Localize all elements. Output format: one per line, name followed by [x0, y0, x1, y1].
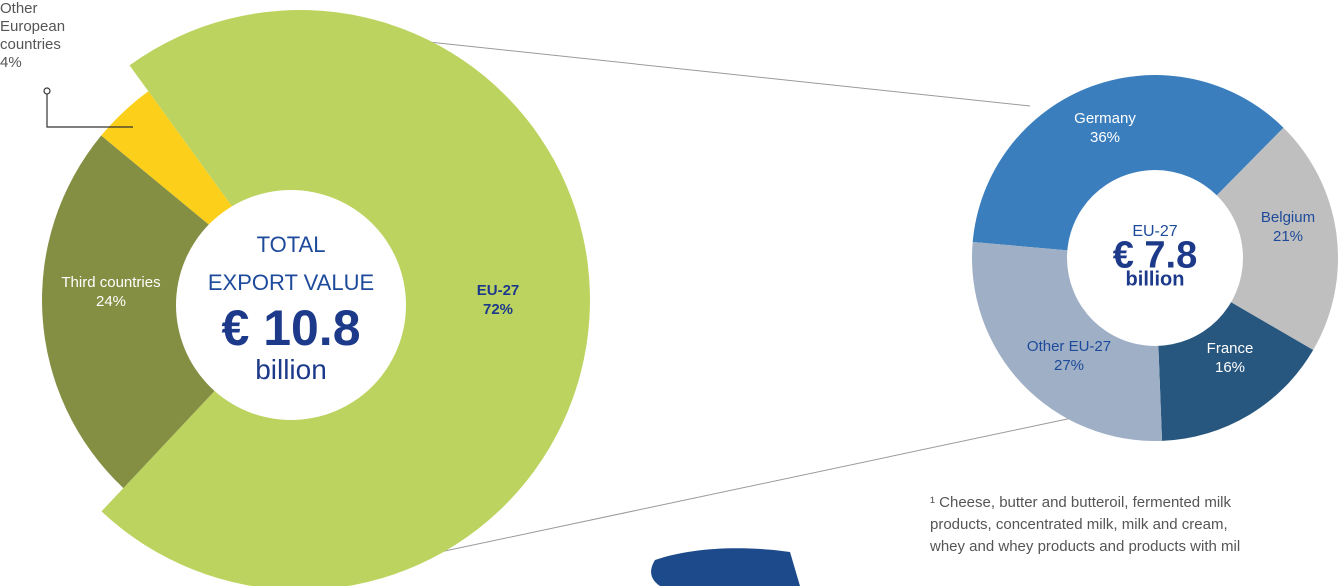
value-label: 21% [1272, 228, 1304, 245]
category-label: Belgium [1260, 209, 1316, 226]
value-label: 72% [482, 301, 514, 318]
center-text: EU-27 [1132, 223, 1178, 240]
value-label: 4% [0, 54, 22, 71]
category-label: France [1206, 340, 1254, 357]
center-text: billion [1125, 268, 1185, 291]
donut-hole [1067, 170, 1243, 346]
value-label: 24% [95, 293, 127, 310]
category-label: Other European countries [0, 0, 66, 53]
donut-slice [42, 135, 300, 489]
center-text: € 10.8 [221, 300, 361, 356]
leader-line [46, 94, 133, 128]
donut-hole [176, 190, 406, 420]
category-label: EU-27 [476, 282, 520, 299]
slice-label: Other EU-27 27% [1027, 337, 1111, 375]
connector-line [439, 417, 1073, 553]
center-text: billion [255, 354, 327, 385]
center-text: TOTAL [256, 232, 326, 257]
category-label: Germany [1074, 110, 1136, 127]
donut-slice [972, 74, 1284, 258]
footnote-line: whey and whey products and products with… [930, 538, 1241, 555]
footnote-line: products, concentrated milk, milk and cr… [930, 516, 1228, 533]
donut-slice [1155, 127, 1338, 351]
leader-dot [43, 87, 51, 95]
center-text: EXPORT VALUE [207, 270, 375, 295]
value-label: 36% [1089, 129, 1121, 146]
footnote-line: ¹ Cheese, butter and butteroil, fermente… [930, 494, 1231, 511]
brush-decoration [651, 548, 800, 586]
category-label: Third countries [61, 274, 161, 291]
center-text: € 7.8 [1112, 234, 1198, 277]
value-label: 27% [1053, 357, 1085, 374]
category-label: Other EU-27 [1026, 338, 1112, 355]
slice-label: France 16% [1207, 339, 1254, 377]
slice-label: Germany 36% [1074, 109, 1136, 147]
slice-label: Other European countries 4% [0, 0, 100, 72]
footnote: ¹ Cheese, butter and butteroil, fermente… [930, 492, 1343, 558]
slice-label: EU-27 72% [477, 281, 520, 319]
slice-label: Third countries 24% [61, 273, 160, 311]
value-label: 16% [1214, 359, 1246, 376]
slice-label: Belgium 21% [1261, 208, 1315, 246]
connector-line [409, 39, 1031, 107]
